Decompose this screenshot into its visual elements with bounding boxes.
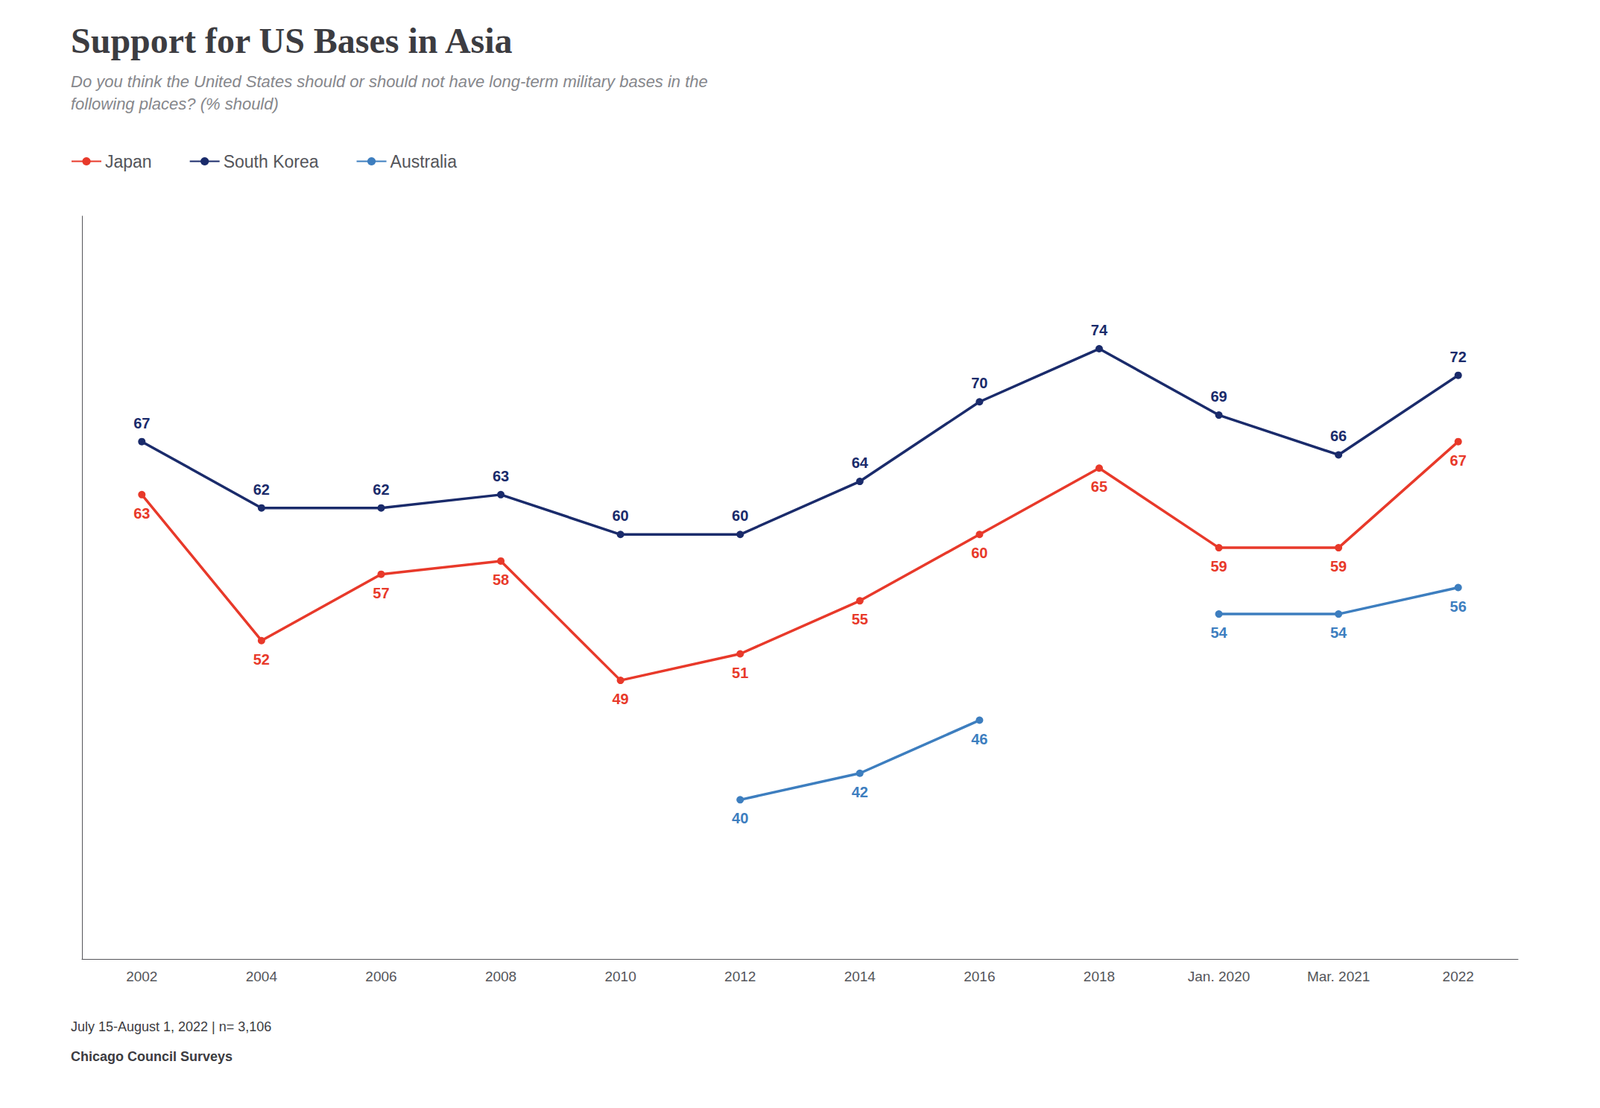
svg-text:54: 54 [1210,624,1228,641]
svg-text:66: 66 [1330,427,1347,445]
svg-text:Support for US Bases in Asia: Support for US Bases in Asia [70,20,513,61]
svg-text:58: 58 [492,571,509,588]
svg-text:59: 59 [1210,558,1227,575]
svg-text:Do you think the United States: Do you think the United States should or… [70,72,708,91]
svg-text:Jan. 2020: Jan. 2020 [1187,968,1250,985]
svg-text:55: 55 [851,611,869,628]
svg-text:63: 63 [492,468,509,485]
svg-text:2012: 2012 [724,968,756,985]
svg-text:56: 56 [1450,598,1467,615]
svg-text:67: 67 [1450,452,1467,469]
svg-text:60: 60 [731,507,749,524]
svg-text:60: 60 [971,544,988,562]
svg-text:67: 67 [133,415,150,432]
svg-text:2008: 2008 [485,968,517,985]
svg-text:following places? (% should): following places? (% should) [70,94,279,114]
svg-text:52: 52 [253,651,270,668]
svg-text:2010: 2010 [604,968,636,985]
svg-text:74: 74 [1091,321,1109,339]
svg-text:60: 60 [612,507,629,524]
svg-text:63: 63 [133,505,150,522]
svg-text:South Korea: South Korea [223,152,319,172]
svg-text:69: 69 [1210,388,1227,405]
svg-text:62: 62 [253,481,270,498]
svg-text:Chicago Council Surveys: Chicago Council Surveys [70,1049,233,1065]
svg-text:Australia: Australia [390,152,458,172]
svg-text:2014: 2014 [844,968,877,985]
svg-text:54: 54 [1330,624,1348,641]
svg-text:2004: 2004 [245,968,278,985]
svg-text:42: 42 [851,783,869,801]
svg-text:59: 59 [1330,558,1347,575]
svg-text:2018: 2018 [1083,968,1115,985]
svg-text:62: 62 [372,481,390,498]
svg-text:65: 65 [1091,478,1108,495]
svg-text:70: 70 [971,374,988,392]
svg-text:57: 57 [372,585,390,602]
svg-text:Mar. 2021: Mar. 2021 [1307,968,1371,985]
svg-text:46: 46 [971,731,988,748]
svg-text:51: 51 [731,664,749,682]
svg-text:64: 64 [851,454,869,471]
svg-text:72: 72 [1450,348,1467,366]
svg-text:2002: 2002 [125,968,158,985]
svg-text:2016: 2016 [963,968,995,985]
svg-text:2022: 2022 [1442,968,1475,985]
svg-text:2006: 2006 [365,968,397,985]
svg-text:40: 40 [731,810,749,827]
svg-text:Japan: Japan [105,152,153,172]
svg-text:49: 49 [612,690,629,708]
svg-text:July 15-August 1, 2022 | n= 3,: July 15-August 1, 2022 | n= 3,106 [70,1019,272,1035]
